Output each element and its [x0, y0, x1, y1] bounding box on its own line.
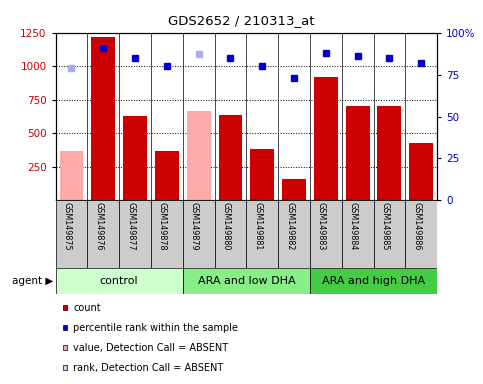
Text: GSM149882: GSM149882: [285, 202, 294, 251]
Text: GSM149886: GSM149886: [412, 202, 421, 251]
Bar: [91, 36, 115, 200]
Bar: [123, 116, 147, 200]
Bar: [250, 149, 274, 200]
Text: GSM149884: GSM149884: [349, 202, 357, 251]
Text: percentile rank within the sample: percentile rank within the sample: [73, 323, 238, 333]
Text: count: count: [73, 303, 101, 313]
Bar: [155, 151, 179, 200]
Text: agent ▶: agent ▶: [12, 276, 53, 286]
Bar: [342, 200, 373, 268]
Bar: [119, 200, 151, 268]
Text: ARA and low DHA: ARA and low DHA: [198, 276, 295, 286]
Bar: [314, 77, 338, 200]
Text: GSM149881: GSM149881: [253, 202, 262, 251]
Bar: [278, 200, 310, 268]
Bar: [59, 151, 84, 200]
Text: GSM149876: GSM149876: [94, 202, 103, 251]
Bar: [183, 268, 310, 294]
Bar: [56, 268, 183, 294]
Text: value, Detection Call = ABSENT: value, Detection Call = ABSENT: [73, 343, 228, 353]
Text: GSM149877: GSM149877: [126, 202, 135, 251]
Bar: [87, 200, 119, 268]
Text: GSM149880: GSM149880: [221, 202, 230, 251]
Bar: [378, 106, 401, 200]
Bar: [373, 200, 405, 268]
Text: ARA and high DHA: ARA and high DHA: [322, 276, 425, 286]
Bar: [405, 200, 437, 268]
Bar: [56, 200, 87, 268]
Text: GSM149883: GSM149883: [317, 202, 326, 251]
Bar: [310, 200, 342, 268]
Bar: [409, 143, 433, 200]
Text: control: control: [100, 276, 139, 286]
Bar: [246, 200, 278, 268]
Text: GSM149875: GSM149875: [62, 202, 71, 251]
Text: GSM149885: GSM149885: [381, 202, 389, 251]
Bar: [151, 200, 183, 268]
Bar: [218, 114, 242, 200]
Text: GDS2652 / 210313_at: GDS2652 / 210313_at: [168, 14, 315, 26]
Bar: [310, 268, 437, 294]
Text: GSM149879: GSM149879: [190, 202, 199, 251]
Bar: [282, 179, 306, 200]
Text: rank, Detection Call = ABSENT: rank, Detection Call = ABSENT: [73, 363, 224, 373]
Bar: [214, 200, 246, 268]
Text: GSM149878: GSM149878: [158, 202, 167, 251]
Bar: [187, 111, 211, 200]
Bar: [346, 106, 369, 200]
Bar: [183, 200, 214, 268]
